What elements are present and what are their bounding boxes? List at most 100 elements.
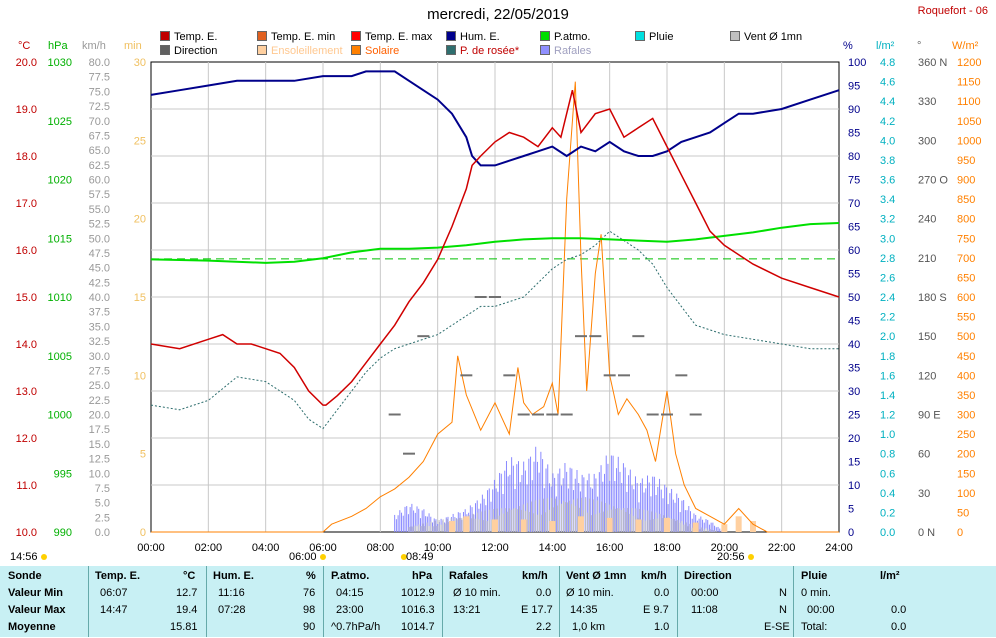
tick-label-pct: 35 — [848, 363, 860, 375]
unit-temp: °C — [18, 40, 31, 52]
series-pressure — [150, 222, 840, 264]
tick-label-wind: 62.5 — [89, 160, 110, 172]
tick-label-solar: 0 — [957, 527, 963, 539]
sunshine-bar — [606, 517, 613, 532]
tick-label-solar: 800 — [957, 214, 975, 226]
hdr-rain-unit: l/m² — [880, 570, 900, 582]
sunshine-bar — [449, 521, 455, 532]
tick-label-time: 14:00 — [539, 542, 567, 554]
sunshine-bar — [692, 522, 699, 532]
unit-solar: W/m² — [952, 40, 979, 52]
tick-label-solar: 1150 — [957, 77, 981, 89]
tick-label-min: 20 — [134, 214, 146, 226]
legend-item-hum: Hum. E. — [446, 31, 500, 43]
tick-label-rain: 4.4 — [880, 96, 895, 108]
tick-label-pct: 55 — [848, 269, 860, 281]
tick-label-pct: 10 — [848, 480, 860, 492]
sunshine-bar — [463, 516, 470, 532]
tick-label-wind: 50.0 — [89, 233, 110, 245]
tick-label-pct: 0 — [848, 527, 854, 539]
tick-label-rain: 0.0 — [880, 527, 895, 539]
tick-label-temp: 10.0 — [16, 527, 37, 539]
hdr-hum: Hum. E. — [213, 570, 254, 582]
tick-label-temp: 19.0 — [16, 104, 37, 116]
tick-label-wind: 65.0 — [89, 145, 110, 157]
tick-label-rain: 0.6 — [880, 468, 895, 480]
tick-label-temp: 18.0 — [16, 151, 37, 163]
tick-label-solar: 550 — [957, 312, 975, 324]
legend-swatch — [635, 31, 645, 41]
sunshine-bar — [664, 517, 670, 532]
tick-label-temp: 17.0 — [16, 198, 37, 210]
tick-label-min: 30 — [134, 57, 146, 69]
tick-label-solar: 400 — [957, 370, 975, 382]
tick-label-rain: 1.4 — [880, 390, 895, 402]
tick-label-temp: 16.0 — [16, 245, 37, 257]
tick-label-rain: 1.0 — [880, 429, 895, 441]
tick-label-wind: 57.5 — [89, 189, 110, 201]
tick-label-pct: 65 — [848, 222, 860, 234]
tick-label-wind: 60.0 — [89, 175, 110, 187]
tick-label-pct: 25 — [848, 410, 860, 422]
weather-chart: 20.0 19.0 18.0 17.0 16.0 15.0 14.0 13.0 12.0 11.0… — [16, 57, 981, 560]
hdr-wind-unit: km/h — [641, 570, 667, 582]
tick-label-min: 15 — [134, 292, 146, 304]
marker-zenith: 08:49 — [406, 551, 434, 563]
hdr-press-unit: hPa — [412, 570, 433, 582]
tick-label-wind: 52.5 — [89, 219, 110, 231]
tick-label-time: 20:00 — [711, 542, 739, 554]
table-row: Valeur Min 06:07 12.7 11:16 76 04:15 101… — [8, 587, 831, 599]
tick-label-time: 04:00 — [252, 542, 280, 554]
tick-label-solar: 450 — [957, 351, 975, 363]
hdr-rain: Pluie — [801, 570, 828, 582]
tick-label-press: 1010 — [48, 292, 72, 304]
tick-label-rain: 2.4 — [880, 292, 895, 304]
tick-label-wind: 12.5 — [89, 454, 110, 466]
tick-label-dir: 240 — [918, 214, 936, 226]
unit-press: hPa — [48, 40, 68, 52]
legend-item-wind: Vent Ø 1mn — [730, 31, 802, 43]
tick-label-rain: 4.2 — [880, 116, 895, 128]
tick-label-dir: 30 — [918, 488, 930, 500]
tick-label-rain: 3.4 — [880, 194, 895, 206]
tick-label-time: 18:00 — [653, 542, 681, 554]
tick-label-dir: 150 — [918, 331, 936, 343]
legend-swatch — [160, 45, 170, 55]
tick-label-time: 10:00 — [424, 542, 452, 554]
tick-label-dir: 0 N — [918, 527, 935, 539]
tick-label-solar: 650 — [957, 272, 975, 284]
tick-label-rain: 0.4 — [880, 488, 895, 500]
tick-label-rain: 2.2 — [880, 312, 895, 324]
tick-label-solar: 1200 — [957, 57, 981, 69]
table-row: Valeur Max 14:47 19.4 07:28 98 23:00 101… — [8, 604, 907, 616]
sun-marker — [320, 554, 326, 560]
legend-item-press: P.atmo. — [540, 31, 591, 43]
hdr-gust: Rafales — [449, 570, 489, 582]
tick-label-dir: 270 O — [918, 175, 948, 187]
legend-item-temp-max: Temp. E. max — [351, 31, 432, 43]
sunshine-bar — [492, 519, 498, 532]
tick-label-temp: 13.0 — [16, 386, 37, 398]
unit-pct: % — [843, 40, 853, 52]
tick-label-pct: 15 — [848, 457, 860, 469]
tick-label-solar: 200 — [957, 449, 975, 461]
tick-label-solar: 100 — [957, 488, 975, 500]
tick-label-rain: 0.2 — [880, 507, 895, 519]
sunshine-bar — [750, 521, 756, 532]
tick-label-pct: 95 — [848, 81, 860, 93]
hdr-temp: Temp. E. — [95, 570, 141, 582]
sunshine-bar — [735, 516, 742, 532]
tick-label-wind: 0.0 — [95, 527, 110, 539]
legend-swatch — [351, 31, 361, 41]
tick-label-pct: 5 — [848, 504, 854, 516]
table-row: Moyenne 15.81 90 ^0.7hPa/h 1014.7 2.2 1,… — [8, 621, 907, 633]
tick-label-rain: 4.0 — [880, 135, 895, 147]
legend-item-direction: Direction — [160, 45, 217, 57]
tick-label-pct: 40 — [848, 339, 860, 351]
tick-label-press: 1030 — [48, 57, 72, 69]
unit-rain: l/m² — [876, 40, 895, 52]
tick-label-rain: 2.6 — [880, 272, 895, 284]
tick-label-press: 990 — [54, 527, 72, 539]
tick-label-wind: 17.5 — [89, 424, 110, 436]
tick-label-time: 06:00 — [309, 542, 337, 554]
